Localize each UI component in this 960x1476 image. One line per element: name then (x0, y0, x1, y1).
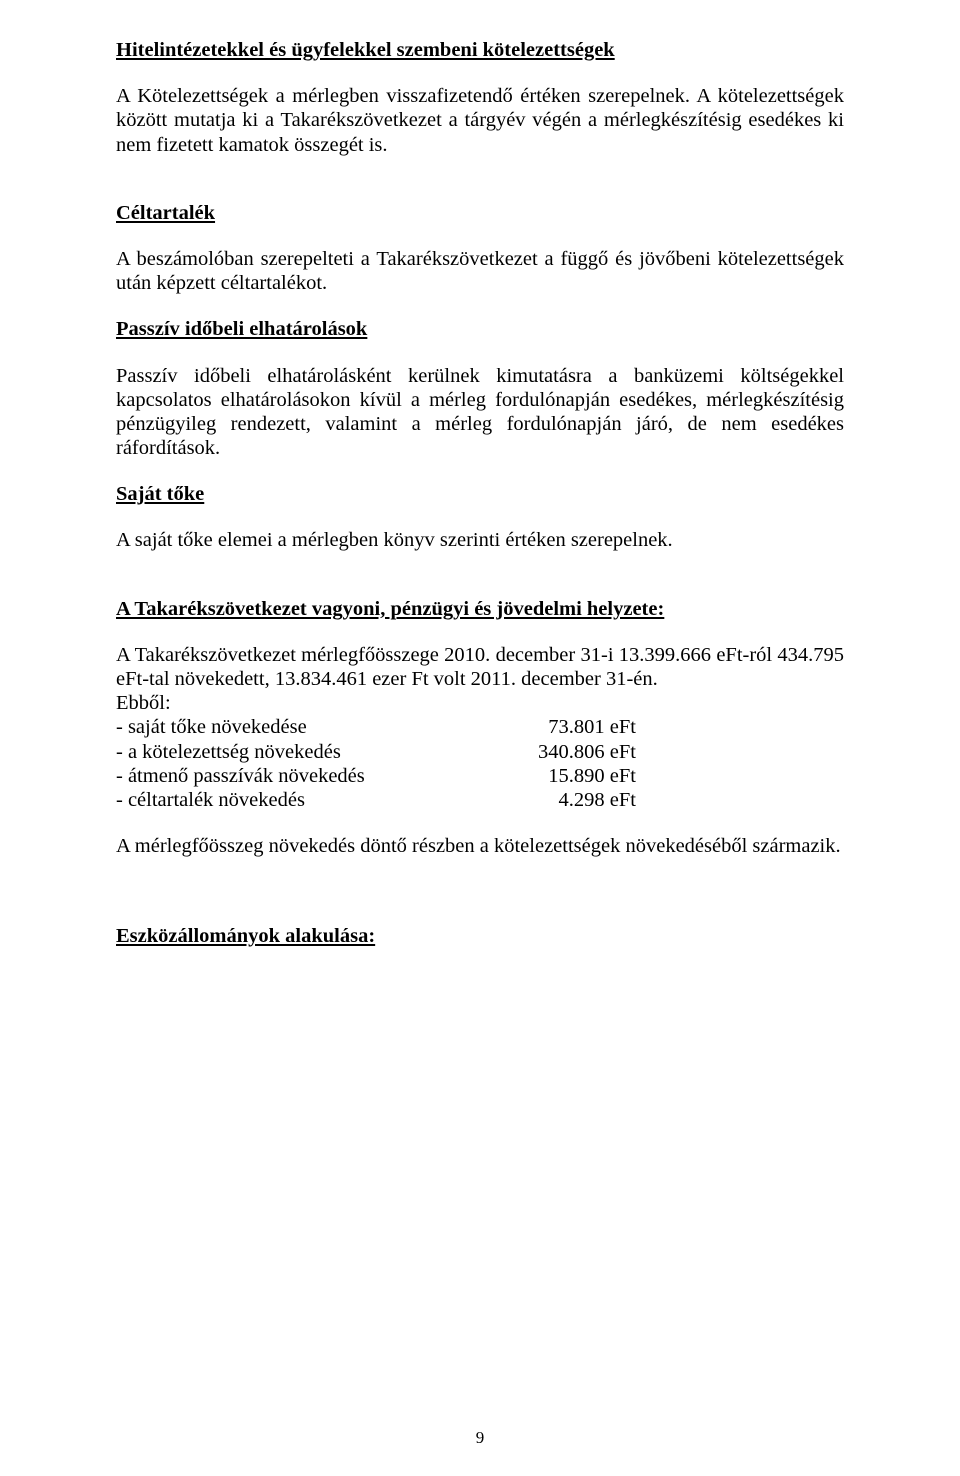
paragraph: A Takarékszövetkezet mérlegfőösszege 201… (116, 643, 844, 691)
row-value: 15.890 eFt (486, 764, 636, 788)
heading-liabilities: Hitelintézetekkel és ügyfelekkel szemben… (116, 38, 844, 62)
row-value: 4.298 eFt (486, 788, 636, 812)
paragraph: A Kötelezettségek a mérlegben visszafize… (116, 84, 844, 157)
paragraph: A saját tőke elemei a mérlegben könyv sz… (116, 528, 844, 552)
list-item: - céltartalék növekedés 4.298 eFt (116, 788, 844, 812)
heading-vagyoni: A Takarékszövetkezet vagyoni, pénzügyi é… (116, 597, 844, 621)
paragraph: A beszámolóban szerepelteti a Takarékszö… (116, 247, 844, 295)
list-item: - saját tőke növekedése 73.801 eFt (116, 715, 844, 739)
row-label: - saját tőke növekedése (116, 715, 486, 739)
list-item: - átmenő passzívák növekedés 15.890 eFt (116, 764, 844, 788)
paragraph-ebbol: Ebből: (116, 691, 844, 715)
paragraph: Passzív időbeli elhatárolásként kerülnek… (116, 364, 844, 461)
heading-eszkoz: Eszközállományok alakulása: (116, 924, 844, 948)
row-value: 73.801 eFt (486, 715, 636, 739)
row-label: - a kötelezettség növekedés (116, 740, 486, 764)
list-item: - a kötelezettség növekedés 340.806 eFt (116, 740, 844, 764)
heading-celtartalek: Céltartalék (116, 201, 844, 225)
document-page: Hitelintézetekkel és ügyfelekkel szemben… (0, 0, 960, 1476)
page-number: 9 (0, 1428, 960, 1448)
heading-sajat-toke: Saját tőke (116, 482, 844, 506)
row-label: - átmenő passzívák növekedés (116, 764, 486, 788)
row-value: 340.806 eFt (486, 740, 636, 764)
heading-passziv: Passzív időbeli elhatárolások (116, 317, 844, 341)
row-label: - céltartalék növekedés (116, 788, 486, 812)
paragraph: A mérlegfőösszeg növekedés döntő részben… (116, 834, 844, 858)
